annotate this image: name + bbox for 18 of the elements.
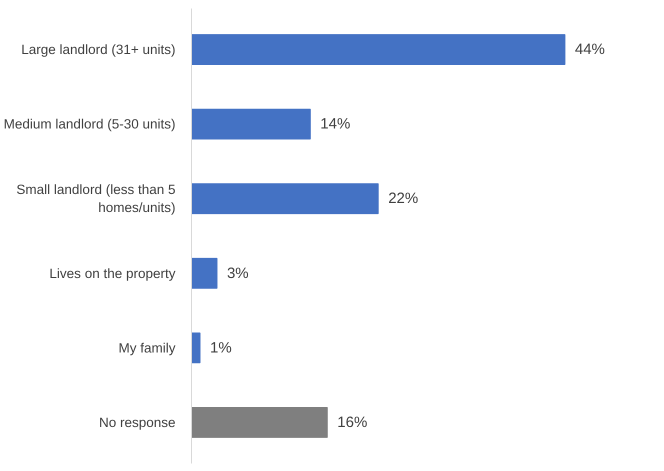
data-label: 1%: [210, 339, 232, 356]
data-label: 14%: [320, 116, 350, 133]
y-tick-label: My family: [118, 340, 176, 356]
y-tick-label: Small landlord (less than 5 homes/units): [16, 182, 176, 216]
data-label: 3%: [226, 264, 249, 282]
bar: [192, 258, 218, 289]
y-tick-label: No response: [98, 414, 176, 430]
bar: [192, 108, 311, 140]
y-tick-label: Medium landlord (5-30 units): [4, 116, 176, 132]
data-label: 22%: [388, 190, 418, 208]
y-tick-label: Lives on the property: [49, 266, 176, 281]
bar: [192, 34, 566, 65]
data-label: 16%: [337, 414, 368, 431]
bar: [192, 407, 328, 438]
bar: [192, 332, 200, 364]
bar: [192, 183, 379, 214]
y-tick-label: Large landlord (31+ units): [21, 42, 176, 58]
data-label: 44%: [574, 41, 605, 58]
